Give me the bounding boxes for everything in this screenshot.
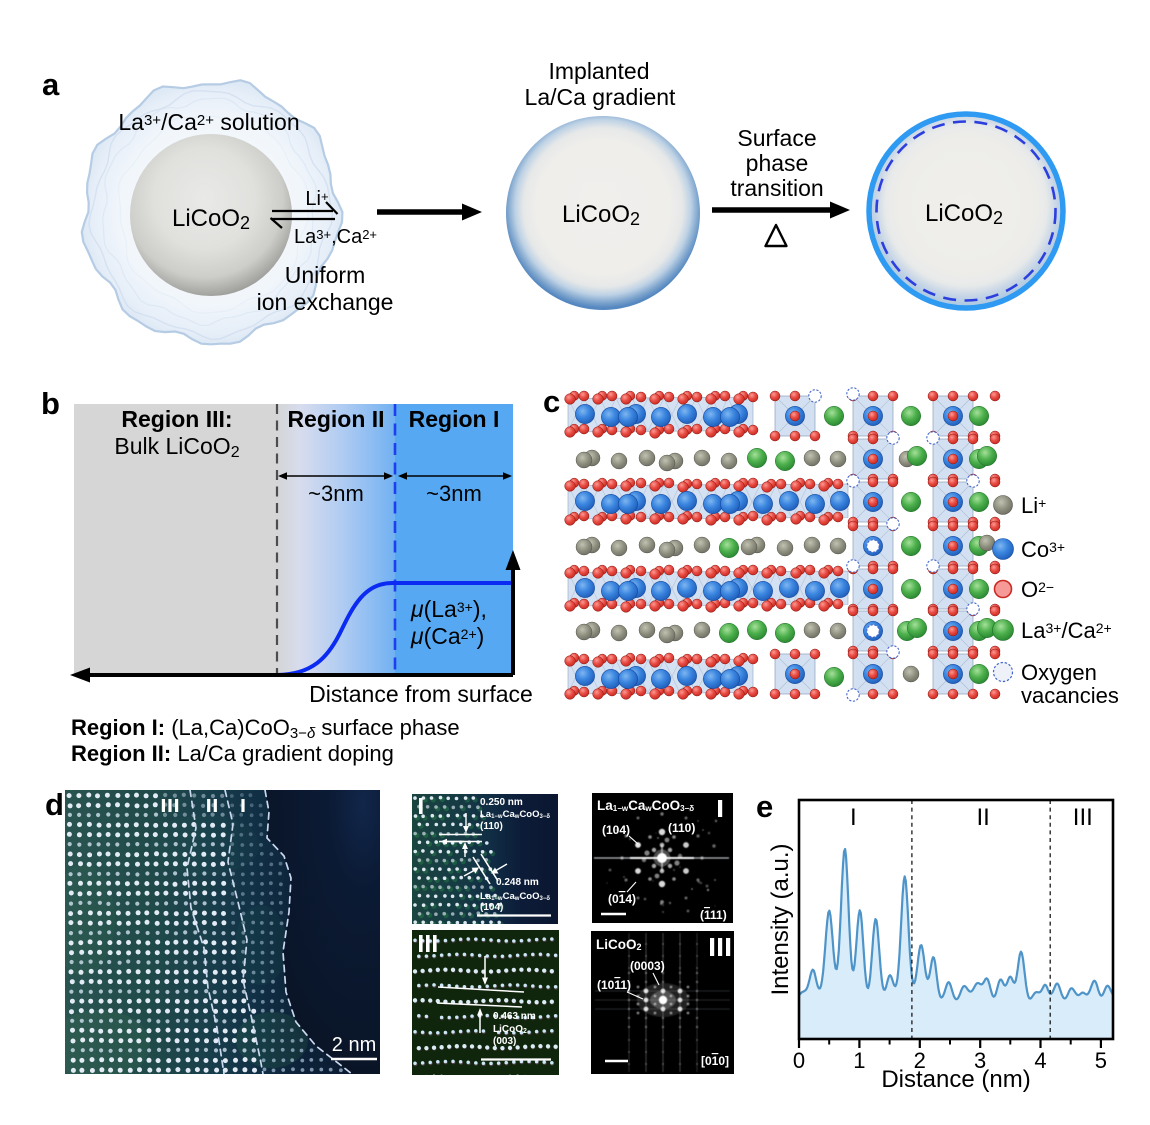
svg-text:(1011): (1011) <box>597 978 631 992</box>
svg-text:transition: transition <box>730 175 823 201</box>
svg-text:(104): (104) <box>602 823 630 837</box>
svg-text:2: 2 <box>914 1048 926 1073</box>
svg-text:Implanted: Implanted <box>548 58 649 84</box>
svg-text:0.463 nm: 0.463 nm <box>493 1011 536 1022</box>
svg-text:e: e <box>756 789 773 824</box>
svg-text:1: 1 <box>853 1048 865 1073</box>
svg-text:Surface: Surface <box>737 125 816 151</box>
svg-text:Region I: Region I <box>409 406 500 432</box>
svg-text:b: b <box>41 386 60 421</box>
svg-text:~3nm: ~3nm <box>426 481 482 506</box>
svg-text:Region III:: Region III: <box>121 406 232 432</box>
svg-text:5: 5 <box>1095 1048 1107 1073</box>
svg-text:Bulk LiCoO2: Bulk LiCoO2 <box>114 433 239 461</box>
svg-text:0.250 nm: 0.250 nm <box>480 797 523 808</box>
svg-text:4: 4 <box>1034 1048 1046 1073</box>
svg-text:I: I <box>850 804 857 831</box>
svg-text:a: a <box>42 67 60 102</box>
svg-text:III: III <box>1073 804 1093 831</box>
svg-text:μ(Ca2+): μ(Ca2+) <box>410 623 484 649</box>
svg-text:(104): (104) <box>480 902 503 913</box>
svg-text:La3+,Ca2+: La3+,Ca2+ <box>294 226 377 248</box>
svg-text:LiCoO2: LiCoO2 <box>172 205 250 233</box>
svg-text:La1−wCawCoO3−δ: La1−wCawCoO3−δ <box>480 809 550 820</box>
svg-text:μ(La3+),: μ(La3+), <box>410 596 487 622</box>
svg-text:(110): (110) <box>668 821 695 835</box>
svg-text:LiCoO2: LiCoO2 <box>562 201 640 229</box>
svg-text:3: 3 <box>974 1048 986 1073</box>
svg-text:(0003): (0003) <box>630 959 665 973</box>
svg-text:~3nm: ~3nm <box>308 481 364 506</box>
svg-text:(110): (110) <box>480 821 503 832</box>
svg-text:Oxygen: Oxygen <box>1021 660 1097 685</box>
svg-text:La1−wCawCoO3−δ: La1−wCawCoO3−δ <box>480 891 550 902</box>
svg-text:Region I: (La,Ca)CoO3−δ surfac: Region I: (La,Ca)CoO3−δ surface phase <box>71 715 460 742</box>
svg-text:Distance from surface: Distance from surface <box>309 681 533 707</box>
svg-text:LiCoO2: LiCoO2 <box>596 937 642 952</box>
svg-text:(003): (003) <box>493 1036 516 1047</box>
svg-text:LiCoO2: LiCoO2 <box>493 1024 527 1035</box>
svg-text:La/Ca gradient: La/Ca gradient <box>525 84 676 110</box>
svg-text:II: II <box>977 804 990 831</box>
svg-text:Uniform: Uniform <box>285 262 366 288</box>
svg-text:Region II: La/Ca gradient dopi: Region II: La/Ca gradient doping <box>71 741 394 766</box>
svg-text:2 nm: 2 nm <box>332 1034 376 1056</box>
svg-text:phase: phase <box>746 150 809 176</box>
svg-text:(014): (014) <box>608 892 636 906</box>
svg-text:c: c <box>543 384 560 419</box>
svg-text:vacancies: vacancies <box>1021 683 1119 708</box>
svg-text:0.248 nm: 0.248 nm <box>496 877 539 888</box>
svg-text:Region II: Region II <box>287 406 384 432</box>
svg-text:ion exchange: ion exchange <box>257 289 394 315</box>
svg-text:LiCoO2: LiCoO2 <box>925 200 1003 228</box>
svg-text:[010]: [010] <box>701 1054 729 1068</box>
svg-text:(111): (111) <box>700 908 727 922</box>
svg-text:d: d <box>45 787 64 822</box>
svg-text:0: 0 <box>793 1048 805 1073</box>
svg-text:Distance (nm): Distance (nm) <box>881 1066 1030 1093</box>
svg-text:Intensity (a.u.): Intensity (a.u.) <box>770 843 794 995</box>
